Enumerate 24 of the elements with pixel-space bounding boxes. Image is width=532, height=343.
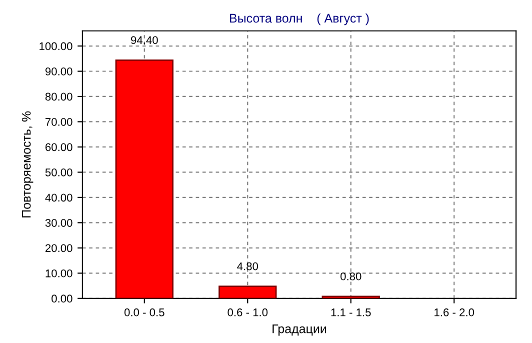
y-tick-label: 60.00 — [46, 143, 72, 152]
x-tick-label: 0.0 - 0.5 — [124, 308, 164, 316]
data-label: 4.80 — [237, 262, 258, 270]
y-tick-label: 100.00 — [40, 42, 72, 50]
y-tick-label: 10.00 — [46, 269, 72, 278]
bar — [115, 59, 174, 298]
x-axis-title: Градации — [272, 324, 326, 336]
y-axis-title: Повторяемость, % — [22, 111, 34, 218]
y-tick-label: 20.00 — [45, 244, 72, 252]
y-tick-label: 40.00 — [45, 194, 72, 202]
chart-title: Высота волн ( Август ) — [230, 13, 369, 26]
data-label: 0.80 — [340, 272, 362, 280]
x-tick-label: 1.6 - 2.0 — [434, 308, 474, 316]
bar — [218, 286, 277, 298]
y-tick-label: 80.00 — [45, 92, 72, 101]
y-tick-label: 50.00 — [45, 168, 72, 176]
x-tick-label: 0.6 - 1.0 — [228, 308, 268, 316]
bar — [322, 296, 380, 298]
y-tick-label: 0.00 — [52, 294, 72, 303]
y-tick-label: 30.00 — [45, 218, 72, 227]
data-label: 94.40 — [131, 36, 158, 44]
y-tick-label: 70.00 — [46, 118, 72, 126]
x-tick-label: 1.1 - 1.5 — [331, 308, 371, 316]
y-tick-label: 90.00 — [45, 68, 72, 76]
